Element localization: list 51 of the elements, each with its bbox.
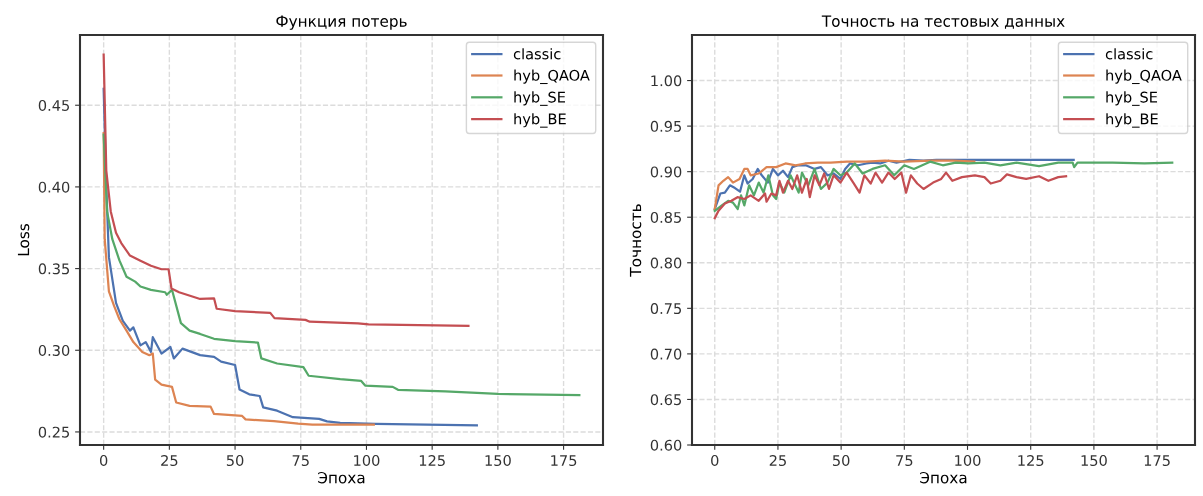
- legend-label: classic: [1105, 48, 1153, 60]
- legend-label: hyb_BE: [514, 113, 566, 128]
- x-tick-label: 175: [551, 455, 577, 467]
- legend-label: classic: [513, 48, 561, 60]
- y-tick-label: 1.00: [651, 75, 682, 87]
- line-series: [102, 131, 375, 426]
- legend-label: hyb_SE: [1106, 91, 1158, 106]
- y-tick-label: 0.80: [650, 257, 682, 269]
- x-tick-label: 75: [896, 455, 913, 467]
- x-tick-label: 175: [1144, 455, 1170, 467]
- y-tick-label: 0.40: [38, 181, 70, 193]
- x-tick-label: 0: [99, 454, 108, 467]
- y-tick-label: 0.30: [38, 344, 70, 357]
- x-tick-label: 125: [1018, 454, 1044, 467]
- x-tick-label: 100: [354, 454, 380, 467]
- chart-title: Функция потерь: [276, 15, 407, 30]
- line-series: [713, 171, 1068, 220]
- y-tick-label: 0.35: [38, 263, 69, 275]
- y-tick-label: 0.25: [38, 426, 69, 438]
- y-tick-label: 0.85: [650, 211, 681, 223]
- y-tick-label: 0.45: [38, 99, 69, 111]
- legend-label: hyb_BE: [1106, 113, 1158, 128]
- x-tick-label: 25: [769, 454, 786, 467]
- y-tick-label: 0.70: [650, 348, 682, 360]
- legend-label: hyb_QAOA: [514, 69, 590, 85]
- y-axis-title: Точность: [629, 204, 642, 277]
- y-tick-label: 0.75: [650, 303, 681, 315]
- x-tick-label: 25: [161, 454, 178, 467]
- line-series: [713, 160, 1174, 212]
- line-series: [102, 133, 581, 397]
- y-tick-label: 0.65: [650, 394, 681, 406]
- line-series: [713, 158, 1075, 211]
- x-axis-title: Эпоха: [318, 471, 365, 484]
- x-tick-label: 150: [485, 454, 511, 467]
- x-tick-label: 0: [711, 454, 719, 467]
- legend-label: hyb_SE: [514, 91, 566, 106]
- y-tick-label: 0.90: [650, 166, 682, 178]
- x-tick-label: 125: [419, 454, 445, 467]
- legend-label: hyb_QAOA: [1106, 69, 1182, 85]
- y-tick-label: 0.95: [650, 120, 681, 132]
- x-tick-label: 75: [292, 455, 309, 467]
- x-tick-label: 100: [955, 454, 981, 467]
- x-tick-label: 50: [832, 454, 850, 467]
- line-series: [102, 53, 470, 327]
- x-tick-label: 150: [1081, 454, 1107, 467]
- x-axis-title: Эпоха: [920, 471, 967, 484]
- y-tick-label: 0.60: [650, 439, 682, 451]
- y-axis-title: Loss: [17, 223, 30, 256]
- x-tick-label: 50: [226, 454, 244, 467]
- chart-title: Точность на тестовых данных: [821, 15, 1065, 29]
- line-series: [713, 159, 976, 211]
